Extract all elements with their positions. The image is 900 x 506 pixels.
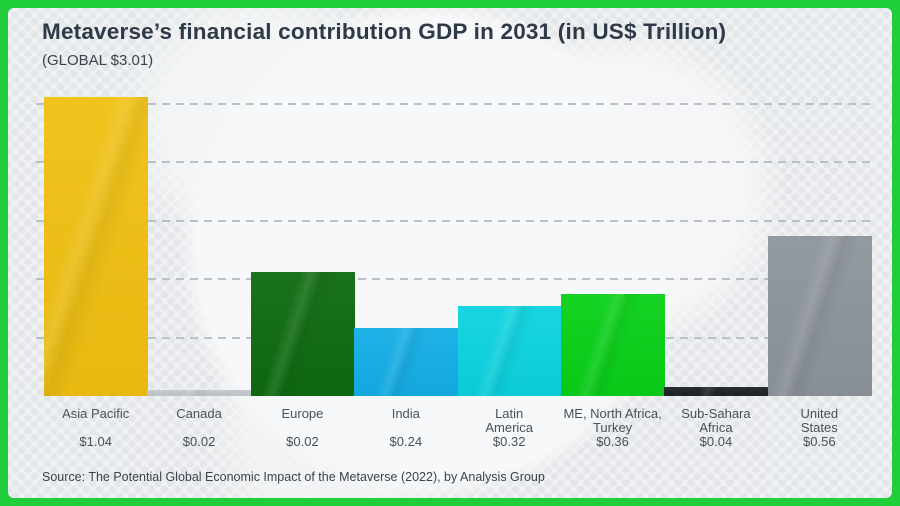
category-name: India <box>391 406 420 421</box>
bar-sub-sahara-africa <box>664 387 769 396</box>
gridline <box>36 103 876 105</box>
x-label-latin-america: Latin America $0.32 <box>447 407 571 449</box>
gridline <box>36 161 876 164</box>
x-label-sub-sahara-africa: Sub-Sahara Africa $0.04 <box>654 407 778 449</box>
category-name: Latin America <box>485 406 534 435</box>
x-label-united-states: United States $0.56 <box>757 407 881 449</box>
category-name: Canada <box>176 406 222 421</box>
gridline <box>36 219 876 222</box>
infographic-background: Metaverse’s financial contribution GDP i… <box>8 8 892 498</box>
category-name: United States <box>800 406 839 435</box>
x-label-me-north-africa-turkey: ME, North Africa, Turkey $0.36 <box>551 407 675 449</box>
source-attribution: Source: The Potential Global Economic Im… <box>42 470 545 484</box>
bar-asia-pacific <box>44 97 148 396</box>
background-glow <box>8 8 892 498</box>
category-value: $0.04 <box>699 434 733 449</box>
category-name: ME, North Africa, Turkey <box>563 406 662 435</box>
x-label-europe: Europe $0.02 <box>240 407 364 449</box>
chart-title: Metaverse’s financial contribution GDP i… <box>42 19 727 44</box>
bar-india <box>354 328 458 396</box>
category-value: $0.02 <box>182 434 216 449</box>
bar-united-states <box>767 236 872 396</box>
category-value: $0.32 <box>492 434 526 449</box>
x-label-india: India $0.24 <box>344 407 468 449</box>
bar-canada <box>147 390 252 396</box>
category-name: Sub-Sahara Africa <box>681 406 751 435</box>
category-value: $0.56 <box>803 434 836 449</box>
category-name: Europe <box>281 406 324 421</box>
x-label-asia-pacific: Asia Pacific $1.04 <box>34 407 158 449</box>
category-name: Asia Pacific <box>62 406 130 421</box>
category-value: $0.24 <box>389 434 423 449</box>
bar-latin-america <box>457 306 562 396</box>
category-value: $0.02 <box>286 434 319 449</box>
bar-europe <box>250 272 355 396</box>
category-value: $1.04 <box>79 434 112 449</box>
chart-subtitle: (GLOBAL $3.01) <box>42 52 154 69</box>
category-value: $0.36 <box>596 434 629 449</box>
bar-me-north-africa-turkey <box>560 294 665 396</box>
x-label-canada: Canada $0.02 <box>137 407 261 449</box>
gridline <box>36 278 876 281</box>
